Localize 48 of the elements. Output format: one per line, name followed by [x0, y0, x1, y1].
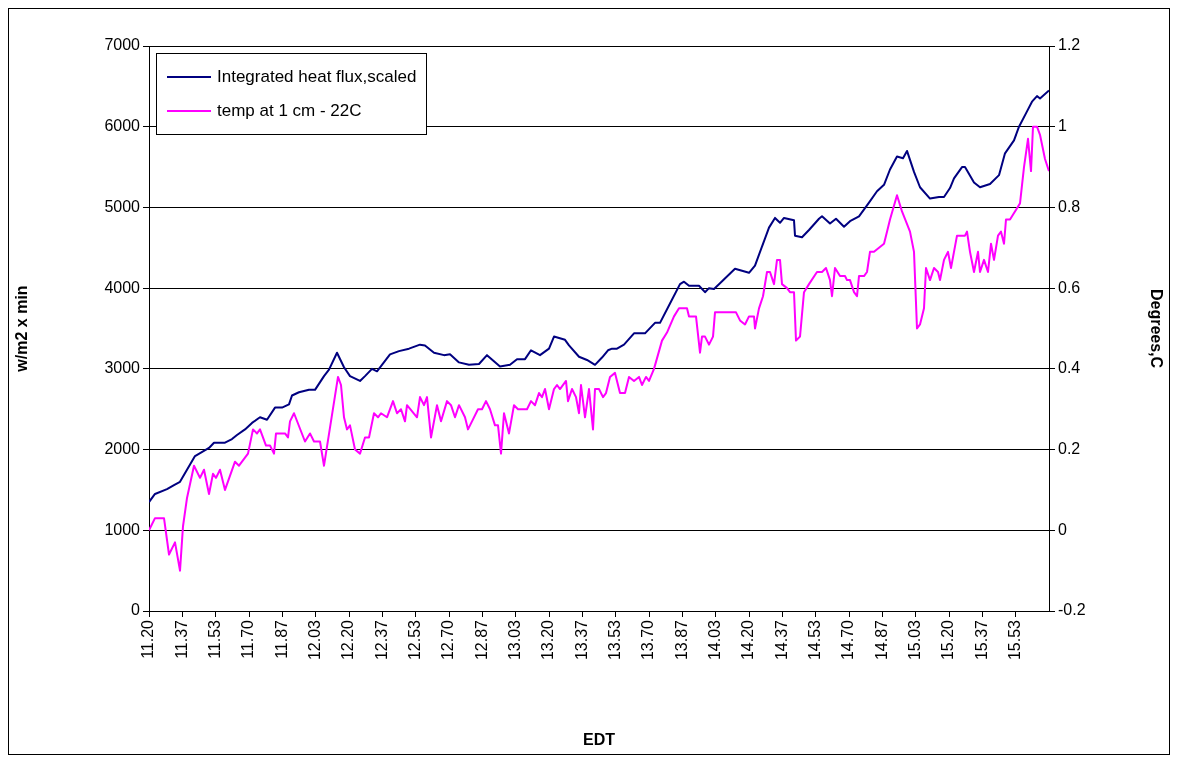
x-tick-label: 12.53 [406, 619, 424, 661]
x-tick-label: 13.20 [539, 619, 557, 661]
y-tick-label: 0 [131, 601, 141, 619]
y2-tick-label: 0.8 [1058, 197, 1081, 215]
x-tick-label: 12.87 [472, 619, 490, 661]
x-tick-label: 15.20 [939, 619, 957, 661]
y-tick-label: 2000 [104, 439, 141, 457]
y-tick-label: 7000 [104, 36, 141, 54]
y2-tick-label: 1 [1058, 117, 1067, 135]
x-tick-label: 11.53 [206, 619, 224, 659]
y2-tick-label: 0.4 [1058, 359, 1081, 377]
y-axis-title: w/m2 x min [13, 285, 31, 373]
x-tick-label: 12.70 [439, 619, 457, 661]
x-tick-label: 12.03 [306, 619, 324, 661]
x-tick-label: 11.70 [239, 619, 257, 659]
legend-label: Integrated heat flux,scaled [217, 67, 417, 87]
x-tick-label: 11.20 [139, 619, 157, 659]
y2-tick-label: -0.2 [1058, 601, 1086, 619]
x-tick-label: 13.03 [506, 619, 524, 661]
x-tick-label: 11.87 [272, 619, 290, 659]
legend-label: temp at 1 cm - 22C [217, 101, 362, 121]
x-tick-label: 15.03 [906, 619, 924, 661]
x-tick-label: 13.87 [672, 619, 690, 661]
y-tick-label: 6000 [104, 117, 141, 135]
x-tick-label: 12.20 [339, 619, 357, 661]
y2-tick-label: 0 [1058, 520, 1067, 538]
x-tick-label: 15.37 [972, 619, 990, 661]
x-tick-label: 14.53 [806, 619, 824, 661]
x-tick-label: 13.53 [606, 619, 624, 661]
x-tick-label: 14.37 [772, 619, 790, 661]
x-tick-label: 14.87 [872, 619, 890, 661]
x-tick-label: 14.03 [706, 619, 724, 661]
x-tick-label: 13.70 [639, 619, 657, 661]
y-tick-label: 3000 [104, 359, 141, 377]
x-tick-label: 14.20 [739, 619, 757, 661]
x-tick-label: 12.37 [372, 619, 390, 661]
x-axis-title: EDT [583, 730, 616, 748]
x-tick-label: 13.37 [572, 619, 590, 661]
y2-axis-title: Degrees,C [1147, 288, 1165, 369]
y2-tick-label: 1.2 [1058, 36, 1081, 54]
y-tick-label: 1000 [104, 520, 141, 538]
y-tick-label: 5000 [104, 197, 141, 215]
x-tick-label: 15.53 [1006, 619, 1024, 661]
x-tick-label: 11.37 [172, 619, 190, 659]
y-tick-label: 4000 [104, 278, 141, 296]
x-tick-label: 14.70 [839, 619, 857, 661]
y2-tick-label: 0.6 [1058, 278, 1081, 296]
y2-tick-label: 0.2 [1058, 439, 1081, 457]
